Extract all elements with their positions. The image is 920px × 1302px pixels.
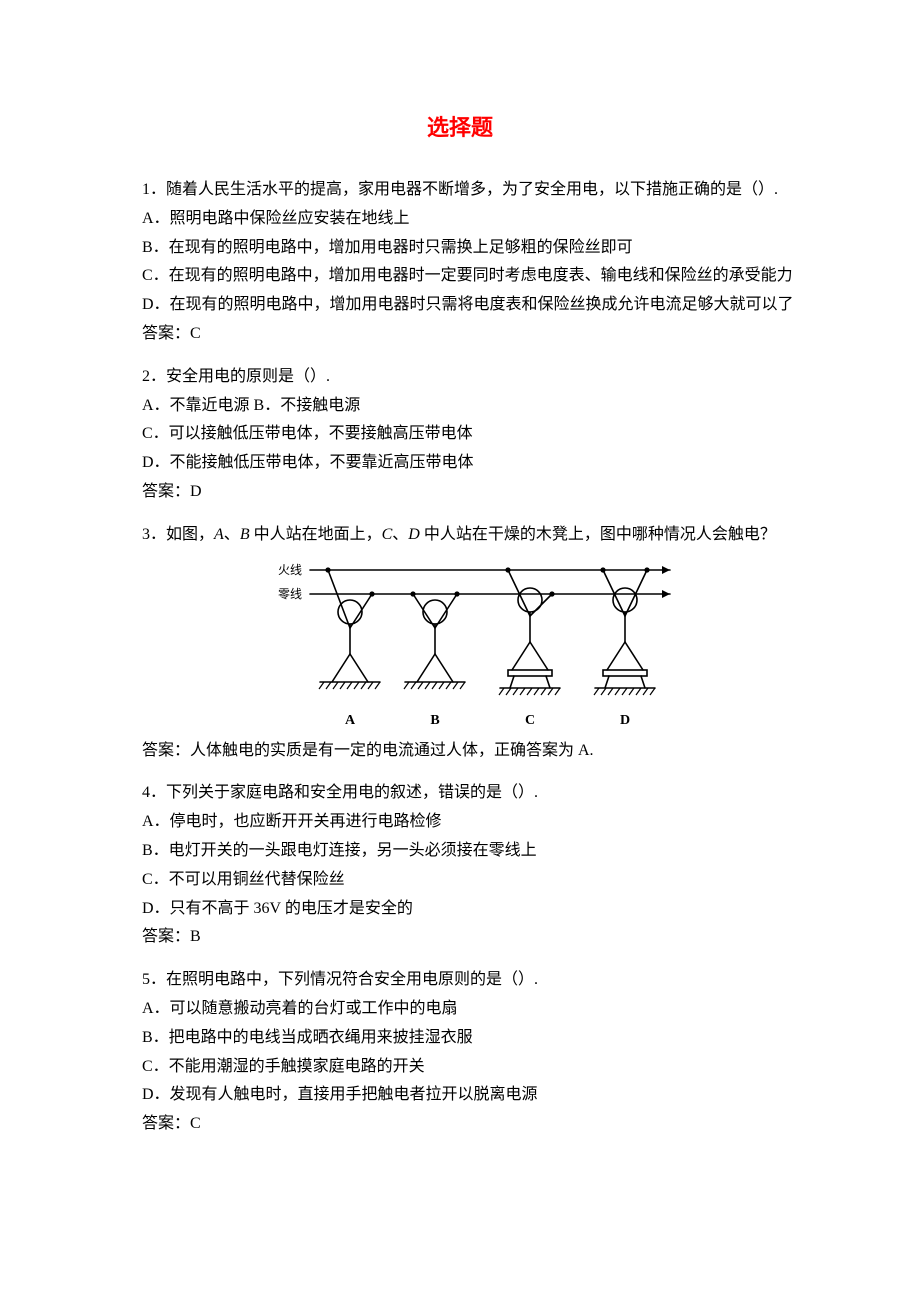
q1-opt-b: B．在现有的照明电路中，增加用电器时只需换上足够粗的保险丝即可 — [110, 236, 810, 261]
q2-opt-ab: A．不靠近电源 B．不接触电源 — [110, 394, 810, 419]
q1-opt-d: D．在现有的照明电路中，增加用电器时只需将电度表和保险丝换成允许电流足够大就可以… — [110, 293, 810, 318]
page: 选择题 1．随着人民生活水平的提高，家用电器不断增多，为了安全用电，以下措施正确… — [0, 0, 920, 1201]
q5-opt-a: A．可以随意搬动亮着的台灯或工作中的电扇 — [110, 997, 810, 1022]
q5-stem: 5．在照明电路中，下列情况符合安全用电原则的是（）. — [110, 968, 810, 993]
svg-text:B: B — [430, 713, 439, 728]
q3-mid2: 中人站在地面上， — [250, 526, 382, 543]
q2-opt-c: C．可以接触低压带电体，不要接触高压带电体 — [110, 422, 810, 447]
q4-opt-b: B．电灯开关的一头跟电灯连接，另一头必须接在零线上 — [110, 839, 810, 864]
q3-stem: 3．如图，A、B 中人站在地面上，C、D 中人站在干燥的木凳上，图中哪种情况人会… — [110, 523, 810, 548]
q3-figure: 火线零线 A B C D — [110, 552, 810, 737]
page-title: 选择题 — [110, 110, 810, 142]
spacer — [110, 767, 810, 781]
q4-stem: 4．下列关于家庭电路和安全用电的叙述，错误的是（）. — [110, 781, 810, 806]
q3-C: C — [382, 526, 393, 543]
svg-text:零线: 零线 — [278, 587, 302, 601]
svg-text:A: A — [345, 713, 356, 728]
q2-opt-d: D．不能接触低压带电体，不要靠近高压带电体 — [110, 451, 810, 476]
q1-answer: 答案：C — [110, 322, 810, 347]
q2-answer: 答案：D — [110, 480, 810, 505]
q5-opt-b: B．把电路中的电线当成晒衣绳用来披挂湿衣服 — [110, 1026, 810, 1051]
svg-text:D: D — [620, 713, 630, 728]
spacer — [110, 351, 810, 365]
q1-stem: 1．随着人民生活水平的提高，家用电器不断增多，为了安全用电，以下措施正确的是（）… — [110, 178, 810, 203]
spacer — [110, 509, 810, 523]
q2-stem: 2．安全用电的原则是（）. — [110, 365, 810, 390]
q3-answer: 答案：人体触电的实质是有一定的电流通过人体，正确答案为 A. — [110, 739, 810, 764]
q1-opt-c: C．在现有的照明电路中，增加用电器时一定要同时考虑电度表、输电线和保险丝的承受能… — [110, 264, 810, 289]
svg-text:C: C — [525, 713, 535, 728]
q1-opt-a: A．照明电路中保险丝应安装在地线上 — [110, 207, 810, 232]
circuit-diagram: 火线零线 A B C D — [240, 552, 680, 732]
q4-opt-c: C．不可以用铜丝代替保险丝 — [110, 868, 810, 893]
q5-answer: 答案：C — [110, 1112, 810, 1137]
q3-A: A — [214, 526, 224, 543]
q5-opt-d: D．发现有人触电时，直接用手把触电者拉开以脱离电源 — [110, 1083, 810, 1108]
spacer — [110, 954, 810, 968]
q3-post: 中人站在干燥的木凳上，图中哪种情况人会触电？ — [420, 526, 776, 543]
q3-D: D — [408, 526, 420, 543]
q5-opt-c: C．不能用潮湿的手触摸家庭电路的开关 — [110, 1055, 810, 1080]
q3-stem-pre: 3．如图， — [142, 526, 214, 543]
q3-B: B — [240, 526, 250, 543]
q4-opt-d: D．只有不高于 36V 的电压才是安全的 — [110, 897, 810, 922]
q4-answer: 答案：B — [110, 925, 810, 950]
q3-mid3: 、 — [392, 526, 408, 543]
q4-opt-a: A．停电时，也应断开开关再进行电路检修 — [110, 810, 810, 835]
svg-text:火线: 火线 — [278, 563, 302, 577]
q3-mid1: 、 — [224, 526, 240, 543]
